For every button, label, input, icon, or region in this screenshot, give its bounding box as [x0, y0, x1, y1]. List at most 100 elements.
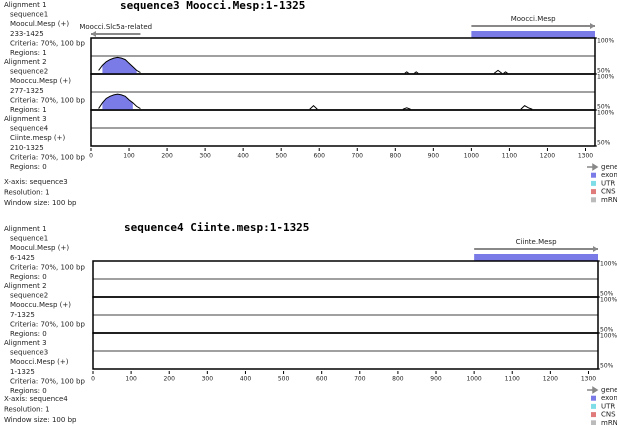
y-tick-label: 100%	[600, 261, 617, 268]
alignment-label: Regions: 0	[10, 330, 47, 338]
footer-text: X-axis: sequence4	[4, 395, 68, 403]
alignment-label: Criteria: 70%, 100 bp	[10, 39, 85, 47]
legend-label: UTR	[601, 179, 615, 187]
alignment-label: Moocci.Mesp (+)	[10, 358, 69, 366]
footer-text: Resolution: 1	[4, 406, 50, 414]
legend-marker	[587, 163, 599, 171]
legend-label: CNS	[601, 411, 616, 419]
y-tick-label: 100%	[597, 74, 614, 81]
y-tick-label: 100%	[600, 333, 617, 340]
x-tick-label: 1000	[466, 376, 481, 383]
x-tick-label: 900	[430, 376, 442, 383]
x-tick-label: 800	[390, 153, 402, 160]
conservation-curve	[98, 93, 533, 110]
gene-arrowhead	[590, 23, 595, 29]
y-tick-label: 100%	[600, 297, 617, 304]
x-tick-label: 1200	[543, 376, 558, 383]
x-tick-label: 400	[240, 376, 252, 383]
legend-marker	[591, 172, 596, 178]
x-tick-label: 400	[237, 153, 249, 160]
conserved-region	[102, 94, 133, 110]
alignment-label: sequence2	[10, 292, 48, 300]
alignment-label: Moocul.Mesp (+)	[10, 20, 69, 28]
chart-title: sequence4 Ciinte.mesp:1-1325	[124, 221, 309, 234]
x-tick-label: 300	[199, 153, 211, 160]
x-tick-label: 200	[161, 153, 173, 160]
alignment-label: sequence3	[10, 349, 48, 357]
legend-label: gene	[601, 386, 617, 394]
gene-arrowhead	[593, 246, 598, 252]
legend-label: exon	[601, 171, 617, 179]
legend-marker	[591, 420, 596, 425]
alignment-label: Criteria: 70%, 100 bp	[10, 153, 85, 161]
legend-marker	[591, 395, 596, 401]
x-tick-label: 1300	[578, 153, 593, 160]
alignment-label: Criteria: 70%, 100 bp	[10, 263, 85, 271]
alignment-label: Regions: 1	[10, 106, 47, 114]
alignment-label: Alignment 1	[4, 225, 47, 233]
x-tick-label: 500	[278, 376, 290, 383]
conserved-region	[102, 57, 137, 74]
alignment-label: sequence1	[10, 235, 48, 243]
exon	[471, 31, 595, 38]
y-tick-label: 50%	[597, 104, 611, 111]
alignment-label: 7-1325	[10, 311, 35, 319]
x-tick-label: 0	[91, 376, 95, 383]
alignment-label: 277-1325	[10, 87, 44, 95]
y-tick-label: 50%	[597, 140, 611, 147]
legend-marker	[587, 386, 599, 394]
alignment-label: Regions: 1	[10, 49, 47, 57]
alignment-label: Criteria: 70%, 100 bp	[10, 320, 85, 328]
y-tick-label: 50%	[600, 327, 614, 334]
x-tick-label: 800	[392, 376, 404, 383]
gene-label: Moocci.Mesp	[511, 15, 556, 23]
x-tick-label: 900	[428, 153, 440, 160]
legend-marker	[591, 197, 596, 203]
alignment-label: Moocul.Mesp (+)	[10, 244, 69, 252]
x-tick-label: 1100	[505, 376, 520, 383]
exon	[474, 254, 598, 261]
legend-label: CNS	[601, 188, 616, 196]
alignment-label: Criteria: 70%, 100 bp	[10, 377, 85, 385]
gene-label: Ciinte.Mesp	[516, 238, 557, 246]
alignment-label: Ciinte.mesp (+)	[10, 134, 66, 142]
x-tick-label: 200	[163, 376, 175, 383]
footer-text: Window size: 100 bp	[4, 416, 77, 424]
x-tick-label: 0	[89, 153, 93, 160]
x-tick-label: 1100	[502, 153, 517, 160]
alignment-label: Alignment 3	[4, 339, 47, 347]
legend-marker	[591, 403, 596, 409]
alignment-label: Alignment 1	[4, 1, 47, 9]
chart-title: sequence3 Moocci.Mesp:1-1325	[120, 0, 305, 12]
conservation-curve	[98, 56, 508, 74]
legend-label: mRNA	[601, 196, 617, 204]
alignment-label: 233-1425	[10, 30, 44, 38]
x-tick-label: 700	[352, 153, 364, 160]
x-tick-label: 600	[313, 153, 325, 160]
alignment-label: 6-1425	[10, 254, 35, 262]
x-tick-label: 1000	[464, 153, 479, 160]
alignment-label: 1-1325	[10, 368, 35, 376]
alignment-label: sequence2	[10, 68, 48, 76]
legend-marker	[591, 189, 596, 195]
alignment-label: Alignment 2	[4, 282, 47, 290]
alignment-label: sequence1	[10, 11, 48, 19]
alignment-label: Regions: 0	[10, 163, 47, 171]
y-tick-label: 50%	[600, 291, 614, 298]
x-tick-label: 500	[275, 153, 287, 160]
footer-text: X-axis: sequence3	[4, 178, 68, 186]
alignment-label: Criteria: 70%, 100 bp	[10, 96, 85, 104]
alignment-label: sequence4	[10, 125, 49, 133]
gene-label: Moocci.Slc5a-related	[79, 23, 152, 31]
footer-text: Resolution: 1	[4, 189, 50, 197]
gene-arrowhead	[91, 31, 96, 37]
y-tick-label: 100%	[597, 110, 614, 117]
x-tick-label: 700	[354, 376, 366, 383]
x-tick-label: 1200	[540, 153, 555, 160]
x-tick-label: 300	[202, 376, 214, 383]
legend-marker	[591, 412, 596, 418]
x-tick-label: 100	[123, 153, 135, 160]
footer-text: Window size: 100 bp	[4, 199, 77, 207]
alignment-label: Mooccu.Mesp (+)	[10, 301, 71, 309]
